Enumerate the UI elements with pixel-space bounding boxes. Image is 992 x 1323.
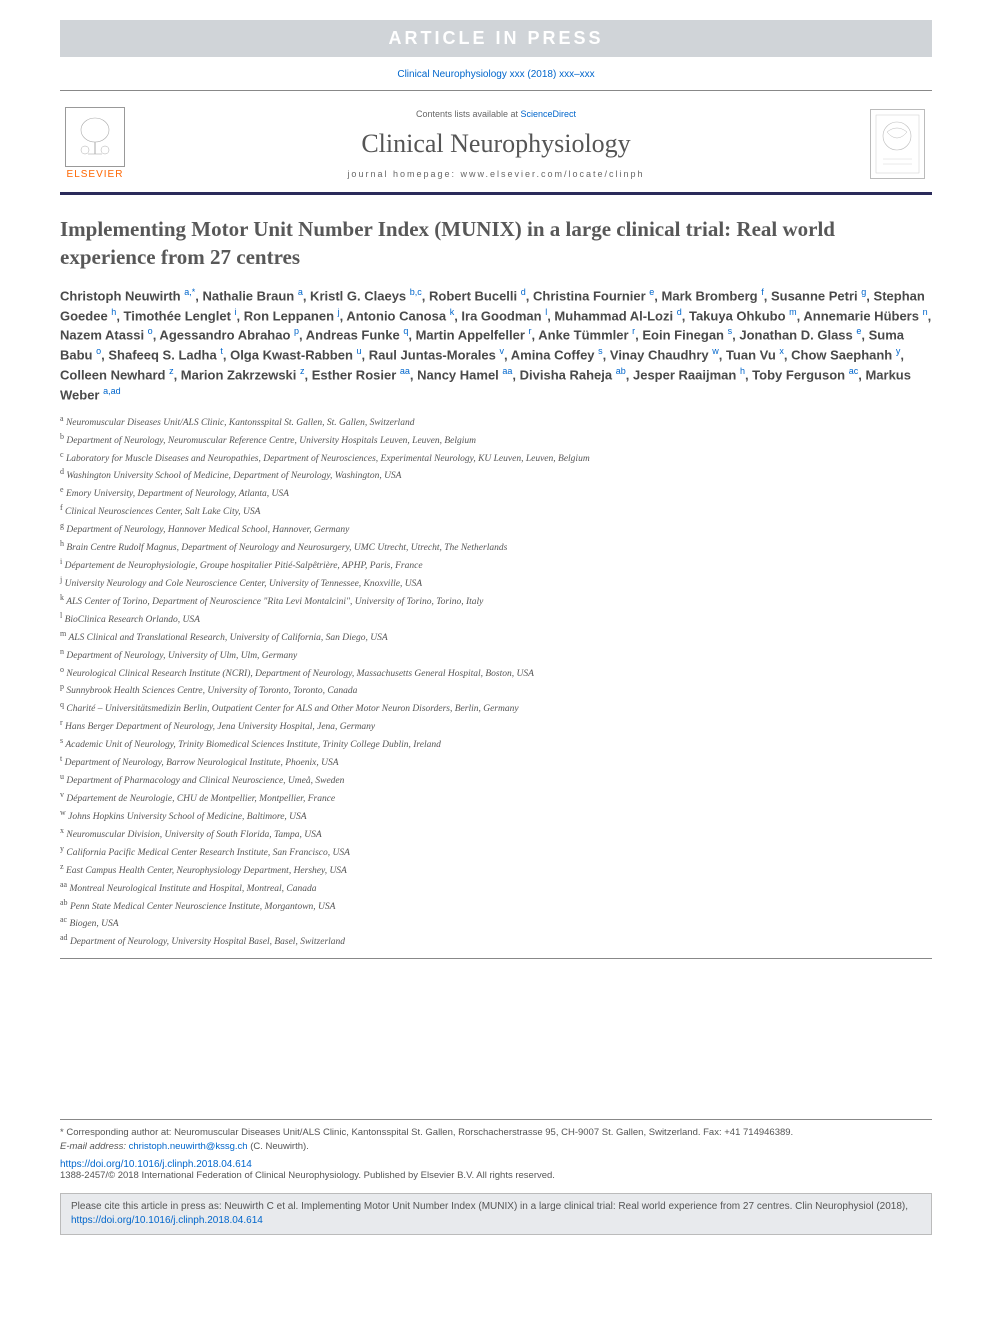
cite-text: Please cite this article in press as: Ne… (71, 1201, 908, 1212)
affiliations-list: a Neuromuscular Diseases Unit/ALS Clinic… (60, 413, 932, 960)
affiliation-line: s Academic Unit of Neurology, Trinity Bi… (60, 735, 932, 753)
doi-link[interactable]: https://doi.org/10.1016/j.clinph.2018.04… (60, 1159, 932, 1170)
corresponding-text: * Corresponding author at: Neuromuscular… (60, 1126, 932, 1139)
affiliation-line: i Département de Neurophysiologie, Group… (60, 556, 932, 574)
affiliation-line: f Clinical Neurosciences Center, Salt La… (60, 502, 932, 520)
homepage-line: journal homepage: www.elsevier.com/locat… (130, 169, 862, 179)
sciencedirect-link[interactable]: ScienceDirect (521, 109, 577, 119)
email-label: E-mail address: (60, 1141, 129, 1152)
affiliation-line: l BioClinica Research Orlando, USA (60, 610, 932, 628)
affiliation-line: o Neurological Clinical Research Institu… (60, 664, 932, 682)
affiliation-line: z East Campus Health Center, Neurophysio… (60, 861, 932, 879)
cite-this-article-box: Please cite this article in press as: Ne… (60, 1193, 932, 1235)
journal-header: ELSEVIER Contents lists available at Sci… (60, 90, 932, 195)
affiliation-line: d Washington University School of Medici… (60, 466, 932, 484)
affiliation-line: e Emory University, Department of Neurol… (60, 484, 932, 502)
affiliation-line: m ALS Clinical and Translational Researc… (60, 628, 932, 646)
author-list: Christoph Neuwirth a,*, Nathalie Braun a… (60, 286, 932, 405)
affiliation-line: t Department of Neurology, Barrow Neurol… (60, 753, 932, 771)
affiliation-line: aa Montreal Neurological Institute and H… (60, 879, 932, 897)
corresponding-email-link[interactable]: christoph.neuwirth@kssg.ch (129, 1141, 248, 1152)
affiliation-line: c Laboratory for Muscle Diseases and Neu… (60, 449, 932, 467)
elsevier-label: ELSEVIER (67, 169, 124, 180)
article-title: Implementing Motor Unit Number Index (MU… (60, 215, 932, 272)
affiliation-line: q Charité – Universitätsmedizin Berlin, … (60, 699, 932, 717)
affiliation-line: h Brain Centre Rudolf Magnus, Department… (60, 538, 932, 556)
journal-cover-logo (862, 101, 932, 186)
affiliation-line: u Department of Pharmacology and Clinica… (60, 771, 932, 789)
article-in-press-banner: ARTICLE IN PRESS (60, 20, 932, 57)
affiliation-line: ab Penn State Medical Center Neuroscienc… (60, 897, 932, 915)
email-suffix: (C. Neuwirth). (248, 1141, 309, 1152)
affiliation-line: x Neuromuscular Division, University of … (60, 825, 932, 843)
affiliation-line: ad Department of Neurology, University H… (60, 932, 932, 950)
affiliation-line: v Département de Neurologie, CHU de Mont… (60, 789, 932, 807)
affiliation-line: n Department of Neurology, University of… (60, 646, 932, 664)
corresponding-author-footer: * Corresponding author at: Neuromuscular… (60, 1119, 932, 1153)
affiliation-line: y California Pacific Medical Center Rese… (60, 843, 932, 861)
contents-prefix: Contents lists available at (416, 109, 521, 119)
cite-doi-link[interactable]: https://doi.org/10.1016/j.clinph.2018.04… (71, 1215, 263, 1226)
elsevier-logo: ELSEVIER (60, 101, 130, 186)
affiliation-line: w Johns Hopkins University School of Med… (60, 807, 932, 825)
affiliation-line: g Department of Neurology, Hannover Medi… (60, 520, 932, 538)
citation-top: Clinical Neurophysiology xxx (2018) xxx–… (60, 69, 932, 80)
copyright-line: 1388-2457/© 2018 International Federatio… (60, 1170, 932, 1181)
affiliation-line: ac Biogen, USA (60, 914, 932, 932)
affiliation-line: r Hans Berger Department of Neurology, J… (60, 717, 932, 735)
journal-title: Clinical Neurophysiology (130, 129, 862, 159)
elsevier-tree-icon (65, 107, 125, 167)
affiliation-line: a Neuromuscular Diseases Unit/ALS Clinic… (60, 413, 932, 431)
contents-available-line: Contents lists available at ScienceDirec… (130, 109, 862, 119)
affiliation-line: j University Neurology and Cole Neurosci… (60, 574, 932, 592)
affiliation-line: p Sunnybrook Health Sciences Centre, Uni… (60, 681, 932, 699)
affiliation-line: k ALS Center of Torino, Department of Ne… (60, 592, 932, 610)
affiliation-line: b Department of Neurology, Neuromuscular… (60, 431, 932, 449)
header-center: Contents lists available at ScienceDirec… (130, 109, 862, 179)
